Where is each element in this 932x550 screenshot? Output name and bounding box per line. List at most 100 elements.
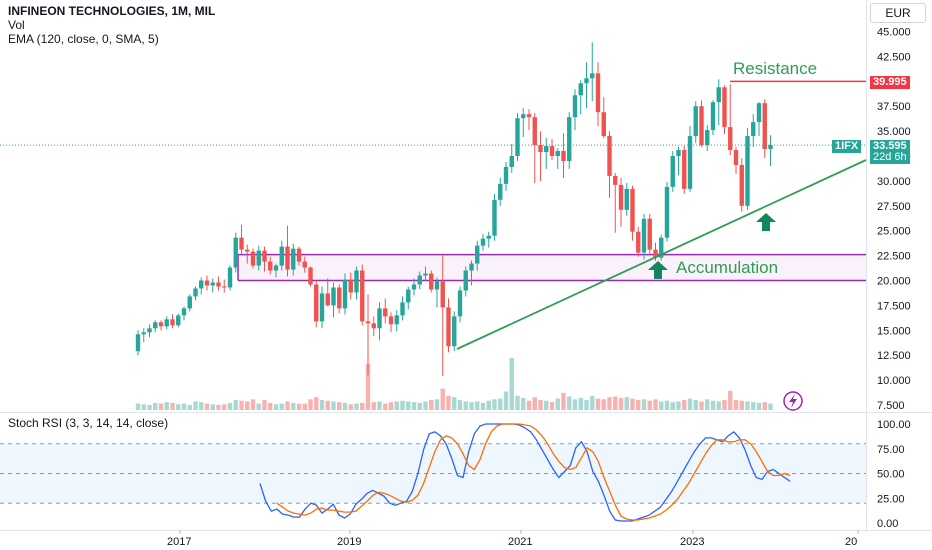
up-candle-body	[710, 102, 716, 131]
volume-bar	[135, 403, 141, 410]
volume-bar	[296, 403, 302, 410]
volume-bar	[762, 402, 767, 410]
up-candle-body	[279, 246, 284, 266]
volume-bar	[262, 400, 267, 410]
volume-bar	[210, 404, 215, 410]
price-tick-label: 7.500	[877, 400, 905, 412]
price-tick-label: 20.000	[877, 276, 911, 288]
volume-bar	[365, 363, 371, 410]
up-candle-body	[693, 106, 698, 137]
volume-bar	[383, 403, 388, 410]
up-candle-body	[233, 237, 238, 268]
stoch-tick-label: 100.00	[877, 419, 911, 431]
up-candle-body	[515, 118, 520, 156]
volume-bar	[164, 402, 169, 410]
up-candle-body	[509, 156, 514, 167]
up-candle-body	[676, 150, 681, 156]
price-tick-label: 42.500	[877, 51, 911, 63]
support-trendline	[456, 159, 867, 350]
time-tick-label: 2019	[337, 536, 361, 548]
volume-bar	[653, 399, 658, 410]
volume-bar	[411, 402, 417, 410]
down-candle-body	[440, 281, 445, 308]
up-candle-body	[555, 151, 560, 156]
volume-bar	[331, 401, 336, 410]
down-candle-body	[739, 164, 744, 206]
up-candle-body	[256, 250, 261, 266]
stoch-tick-label: 50.00	[877, 469, 905, 481]
up-candle-body	[659, 237, 664, 258]
up-candle-body	[291, 248, 296, 270]
down-candle-body	[204, 280, 210, 286]
down-candle-body	[245, 249, 250, 252]
volume-bar	[388, 402, 394, 410]
time-tick-label: 2017	[167, 536, 191, 548]
volume-bar	[199, 402, 204, 410]
price-tick-label: 17.500	[877, 300, 911, 312]
price-tick-label: 30.000	[877, 176, 911, 188]
up-candle-body	[492, 199, 497, 236]
currency-selector[interactable]: EUR	[870, 3, 926, 23]
down-candle-body	[325, 293, 330, 306]
up-candle-body	[199, 280, 204, 289]
up-candle-body	[164, 319, 169, 327]
price-tick-label: 45.000	[877, 27, 911, 39]
volume-bar	[308, 399, 313, 410]
volume-bar	[705, 399, 710, 410]
price-tick-label: 12.500	[877, 350, 911, 362]
volume-bar	[590, 395, 595, 410]
volume-bar	[147, 405, 152, 410]
down-candle-body	[314, 284, 319, 322]
down-candle-body	[630, 188, 635, 232]
up-candle-body	[417, 275, 422, 285]
volume-bar	[733, 400, 739, 410]
down-candle-body	[250, 251, 256, 266]
volume-bar	[452, 397, 457, 410]
volume-bar	[682, 400, 687, 410]
volume-bar	[158, 403, 164, 410]
volume-bar	[250, 399, 256, 410]
up-candle-body	[434, 281, 440, 290]
volume-bar	[618, 397, 624, 410]
up-candle-body	[457, 290, 463, 317]
volume-bar	[279, 403, 284, 410]
chart-title: INFINEON TECHNOLOGIES, 1M, MIL	[8, 4, 216, 18]
up-candle-body	[687, 136, 693, 189]
down-candle-body	[607, 136, 612, 176]
volume-bar	[687, 398, 693, 410]
down-candle-body	[733, 150, 739, 165]
volume-bar	[561, 392, 566, 410]
volume-bar	[503, 391, 509, 410]
volume-bar	[268, 402, 273, 410]
price-tick-label: 25.000	[877, 226, 911, 238]
volume-bar	[601, 399, 606, 410]
volume-bar	[273, 404, 279, 410]
resistance-price-tag: 39.995	[870, 76, 910, 89]
down-candle-body	[613, 175, 618, 185]
down-candle-body	[526, 114, 532, 118]
down-candle-body	[383, 308, 388, 317]
up-candle-body	[751, 122, 756, 137]
accumulation-annotation[interactable]: Accumulation	[676, 258, 779, 277]
bar-countdown-tag: 22d 6h	[870, 151, 910, 164]
volume-bar	[406, 401, 411, 410]
time-tick-label: 20	[845, 536, 857, 548]
volume-bar	[532, 397, 537, 410]
volume-bar	[469, 402, 474, 410]
volume-bar	[216, 405, 221, 410]
ema-legend[interactable]: EMA (120, close, 0, SMA, 5)	[8, 32, 159, 46]
symbol-tag: 1IFX	[832, 140, 862, 153]
price-tick-label: 27.500	[877, 201, 911, 213]
price-tick-label: 10.000	[877, 375, 911, 387]
price-tick-label: 37.500	[877, 101, 911, 113]
volume-bar	[475, 401, 480, 410]
up-candle-body	[578, 83, 583, 96]
resistance-annotation[interactable]: Resistance	[733, 59, 818, 78]
up-candle-body	[544, 146, 549, 153]
lightning-bolt	[789, 394, 797, 408]
up-candle-body	[141, 332, 146, 335]
volume-bar	[768, 403, 773, 410]
volume-bar	[486, 400, 491, 410]
last-price-tag: 33.595	[870, 140, 910, 153]
volume-bar	[515, 395, 520, 410]
